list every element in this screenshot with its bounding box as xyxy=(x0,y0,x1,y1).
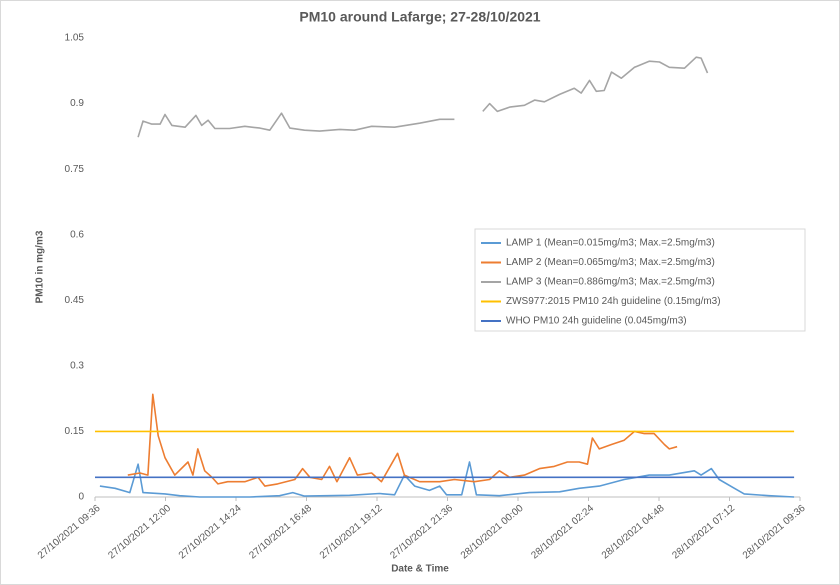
legend: LAMP 1 (Mean=0.015mg/m3; Max.=2.5mg/m3) L… xyxy=(474,228,806,332)
legend-box xyxy=(474,228,806,332)
y-tick-label: 0.15 xyxy=(65,426,85,437)
legend-label: ZWS977:2015 PM10 24h guideline (0.15mg/m… xyxy=(506,296,721,307)
series-line xyxy=(99,461,795,498)
y-tick-label: 0.9 xyxy=(70,98,84,109)
legend-label: LAMP 2 (Mean=0.065mg/m3; Max.=2.5mg/m3) xyxy=(506,257,715,268)
series-line xyxy=(137,112,455,138)
y-tick-label: 0.3 xyxy=(70,360,84,371)
legend-label: LAMP 3 (Mean=0.886mg/m3; Max.=2.5mg/m3) xyxy=(506,277,715,288)
series-line xyxy=(127,393,678,487)
legend-label: WHO PM10 24h guideline (0.045mg/m3) xyxy=(506,316,687,327)
y-tick-label: 0 xyxy=(78,492,84,503)
chart-title: PM10 around Lafarge; 27-28/10/2021 xyxy=(299,9,540,25)
y-axis-label: PM10 in mg/m3 xyxy=(35,230,46,303)
y-tick-label: 0.6 xyxy=(70,229,84,240)
series-line xyxy=(482,56,709,113)
y-tick-label: 0.75 xyxy=(65,164,85,175)
y-tick-label: 1.05 xyxy=(65,33,85,44)
legend-label: LAMP 1 (Mean=0.015mg/m3; Max.=2.5mg/m3) xyxy=(506,238,715,249)
y-tick-label: 0.45 xyxy=(65,295,85,306)
x-axis-label: Date & Time xyxy=(391,564,449,575)
